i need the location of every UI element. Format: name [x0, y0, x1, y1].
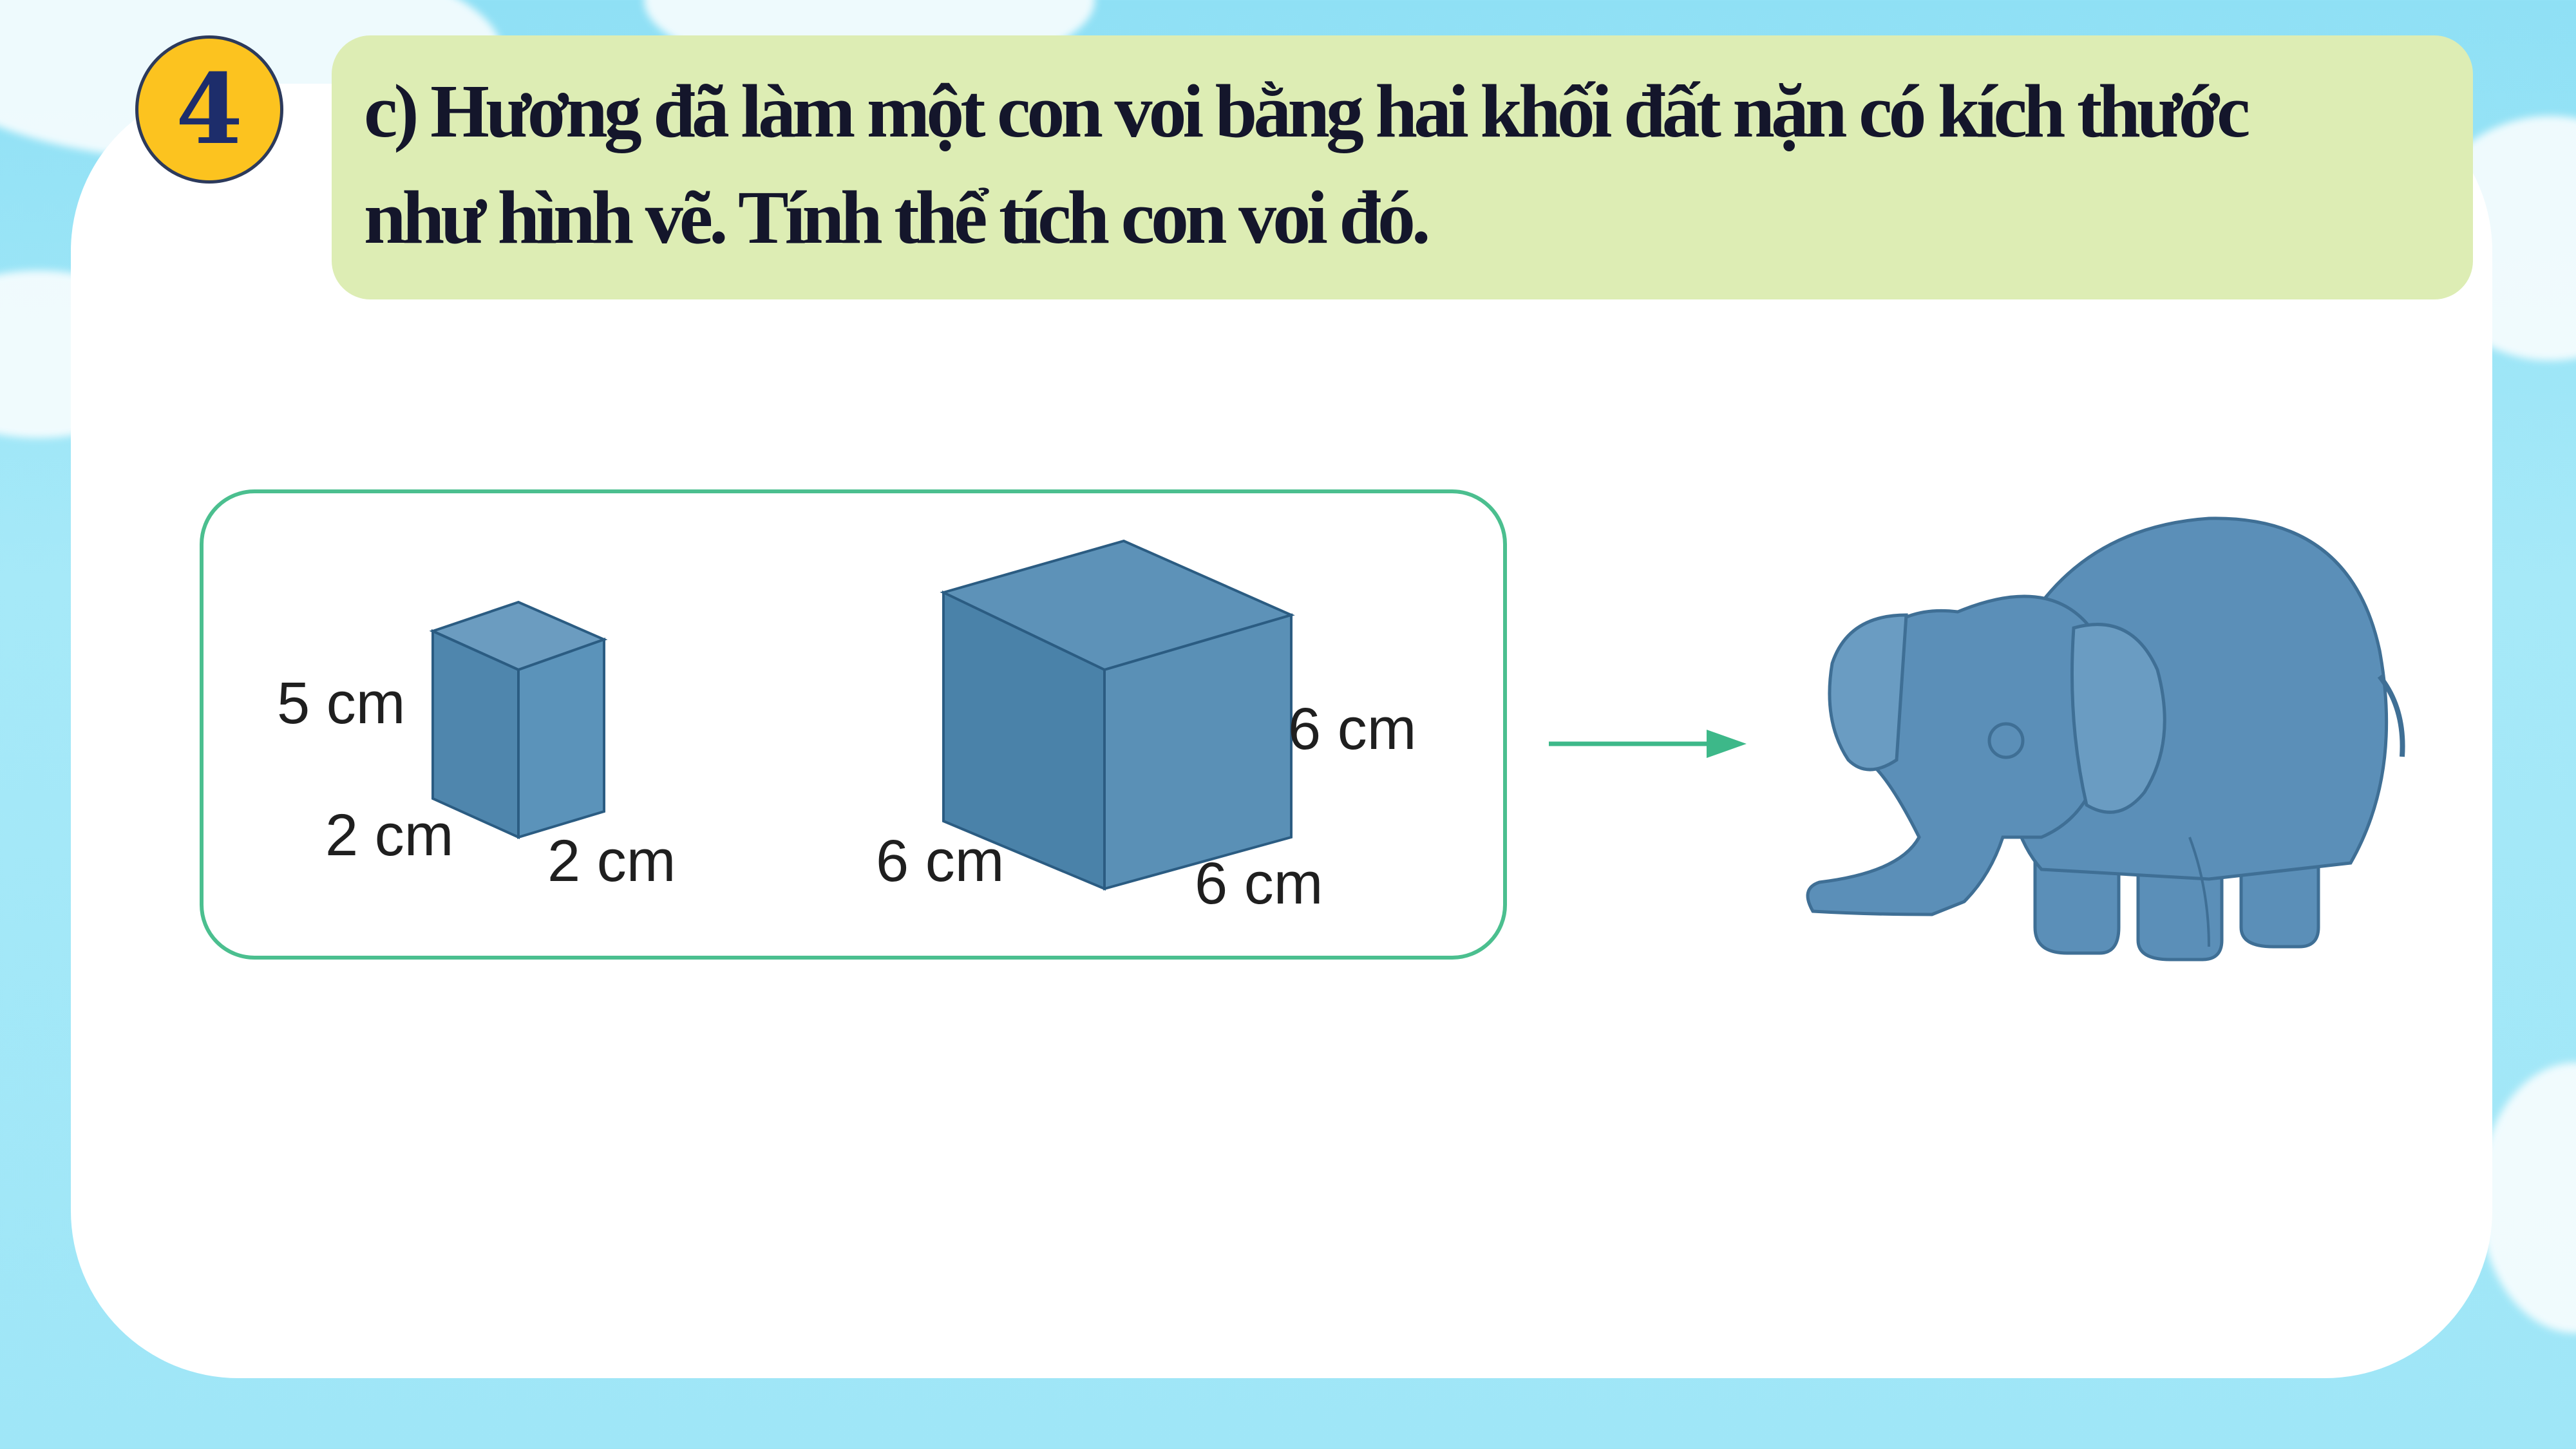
question-line-1: c) Hương đã làm một con voi bằng hai khố…	[364, 69, 2250, 153]
question-box: c) Hương đã làm một con voi bằng hai khố…	[332, 35, 2473, 299]
arrow-right-icon	[1549, 730, 1747, 758]
small-block-depth-label: 2 cm	[325, 802, 454, 868]
cube-right-label: 6 cm	[1288, 696, 1417, 762]
small-block-height-label: 5 cm	[277, 670, 406, 736]
elephant-icon	[1806, 516, 2405, 961]
small-block-icon	[429, 600, 608, 840]
cube-icon	[940, 539, 1295, 891]
small-block-width-label: 2 cm	[547, 828, 676, 894]
question-line-2: như hình vẽ. Tính thể tích con voi đó.	[364, 175, 1431, 260]
question-number-badge: 4	[135, 35, 283, 184]
cloud-decoration	[2479, 1063, 2576, 1333]
cube-front-left-label: 6 cm	[876, 828, 1005, 894]
question-number: 4	[175, 53, 243, 166]
cube-front-right-label: 6 cm	[1195, 851, 1323, 916]
